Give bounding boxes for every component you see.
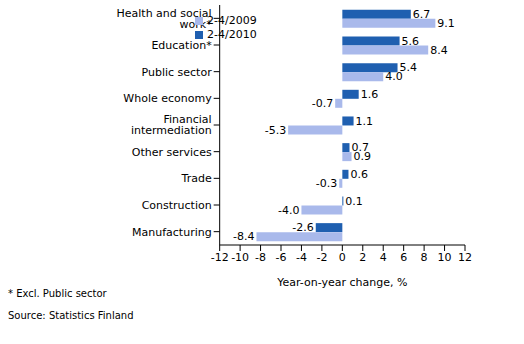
svg-text:0: 0 [339,251,346,264]
svg-text:Whole economy: Whole economy [123,92,212,105]
svg-text:10: 10 [438,251,452,264]
svg-text:8.4: 8.4 [430,44,448,57]
svg-text:Health and socialwork*: Health and socialwork* [117,7,213,31]
svg-text:1.1: 1.1 [356,115,374,128]
svg-text:4: 4 [380,251,387,264]
svg-text:Financialintermediation: Financialintermediation [131,113,212,137]
svg-text:4.0: 4.0 [385,70,403,83]
svg-text:Public sector: Public sector [142,66,213,79]
svg-text:-2: -2 [316,251,327,264]
svg-text:0.9: 0.9 [354,150,372,163]
html-text:2-4/2010: 2-4/2010 [207,28,257,41]
svg-text:1.6: 1.6 [361,88,379,101]
svg-text:-4.0: -4.0 [278,204,299,217]
svg-text:-0.7: -0.7 [312,97,333,110]
svg-text:Trade: Trade [181,172,212,185]
svg-text:5.4: 5.4 [399,61,417,75]
svg-text:-8: -8 [255,251,266,264]
svg-text:6: 6 [400,251,407,264]
svg-text:Year-on-year change, %: Year-on-year change, % [276,276,407,289]
svg-text:-6: -6 [276,251,287,264]
svg-text:12: 12 [458,251,472,264]
svg-text:2: 2 [359,251,366,264]
svg-text:8: 8 [421,251,428,264]
svg-text:Education*: Education* [151,39,212,52]
svg-text:-0.3: -0.3 [316,177,337,190]
svg-text:-8.4: -8.4 [233,230,254,243]
svg-text:-12: -12 [211,251,229,264]
svg-text:-4: -4 [296,251,307,264]
svg-text:Construction: Construction [142,199,212,212]
svg-text:-2.6: -2.6 [292,221,313,234]
svg-text:-5.3: -5.3 [265,124,286,137]
svg-text:0.7: 0.7 [351,141,369,155]
html-text:* Excl. Public sector: * Excl. Public sector [8,288,107,299]
html-text:2-4/2009: 2-4/2009 [207,14,257,27]
svg-text:Other services: Other services [132,146,212,159]
svg-text:9.1: 9.1 [437,17,455,30]
svg-text:5.6: 5.6 [402,35,420,48]
svg-text:-10: -10 [231,251,249,264]
svg-text:0.1: 0.1 [345,195,363,208]
html-text:Source: Statistics Finland: Source: Statistics Finland [8,310,134,321]
svg-text:6.7: 6.7 [413,8,431,21]
svg-text:Manufacturing: Manufacturing [132,226,212,239]
svg-text:0.6: 0.6 [350,168,368,181]
